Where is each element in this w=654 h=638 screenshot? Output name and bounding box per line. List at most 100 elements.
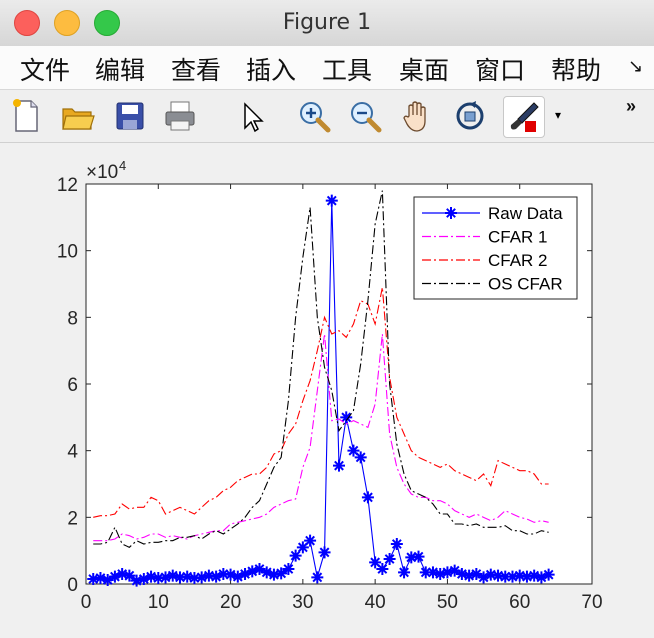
print-button[interactable] — [160, 96, 200, 136]
raw-data-point — [202, 569, 215, 582]
raw-data-point — [275, 567, 288, 580]
maximize-window-button[interactable] — [94, 10, 120, 36]
y-exponent-power: 4 — [119, 158, 126, 173]
raw-data-point — [239, 568, 252, 580]
y-tick-label: 2 — [67, 508, 78, 529]
print-icon — [165, 101, 195, 131]
raw-data-point — [448, 564, 461, 577]
x-tick-label: 0 — [81, 592, 92, 613]
raw-data-point — [210, 570, 223, 583]
raw-data-point — [159, 571, 172, 584]
menu-edit[interactable]: 编辑 — [95, 56, 146, 85]
close-window-button[interactable] — [14, 10, 40, 36]
y-tick-label: 6 — [67, 375, 78, 396]
raw-data-point — [542, 568, 555, 581]
menu-tools[interactable]: 工具 — [322, 56, 373, 85]
x-tick-label: 20 — [220, 592, 241, 613]
pan-hand-icon — [403, 101, 426, 132]
menu-file[interactable]: 文件 — [20, 56, 71, 85]
raw-data-point — [267, 568, 280, 581]
minimize-window-button[interactable] — [54, 10, 80, 36]
figure-canvas: 0 10 20 30 40 50 60 70 0 2 4 6 8 10 12 ×10 4 Raw Data CFAR… — [0, 143, 654, 638]
x-tick-label: 70 — [581, 592, 602, 613]
arrow-down-right-icon[interactable]: ↘ — [628, 56, 644, 76]
raw-data-point — [513, 569, 526, 582]
raw-data-point — [499, 570, 512, 583]
raw-data-point — [426, 566, 439, 579]
raw-data-point — [94, 572, 107, 584]
legend-label: Raw Data — [488, 204, 563, 223]
raw-data-point — [217, 568, 230, 580]
pan-button[interactable] — [397, 96, 437, 136]
open-file-icon — [62, 108, 95, 130]
menu-bar: 文件 编辑 查看 插入 工具 桌面 窗口 帮助 ↘ — [0, 46, 654, 90]
y-exponent-base: ×10 — [86, 162, 118, 183]
y-tick-label: 12 — [57, 175, 78, 196]
pointer-button[interactable] — [232, 96, 272, 136]
raw-data-point — [463, 569, 476, 582]
raw-data-point — [253, 563, 266, 575]
raw-data-point — [354, 451, 367, 464]
raw-data-point — [441, 566, 454, 579]
raw-data-point — [383, 553, 396, 565]
raw-data-point — [108, 570, 121, 583]
menu-window[interactable]: 窗口 — [475, 56, 526, 85]
cfar-2-line — [93, 287, 549, 518]
menu-view[interactable]: 查看 — [171, 56, 222, 85]
raw-data-point — [520, 570, 533, 583]
y-tick-label: 0 — [67, 575, 78, 596]
chevron-down-icon[interactable]: ▾ — [555, 108, 562, 122]
raw-data-point — [116, 568, 129, 580]
raw-data-point — [87, 573, 100, 585]
x-tick-label: 40 — [365, 592, 386, 613]
zoom-in-button[interactable] — [294, 96, 334, 136]
title-bar[interactable]: Figure 1 — [0, 0, 654, 47]
brush-button[interactable] — [503, 96, 545, 138]
x-tick-label: 30 — [292, 592, 313, 613]
open-file-button[interactable] — [58, 96, 98, 136]
legend-label: OS CFAR — [488, 275, 563, 294]
raw-data-point — [347, 444, 360, 457]
raw-data-point — [535, 571, 548, 584]
y-tick-label: 10 — [57, 242, 78, 263]
raw-data-point — [173, 571, 186, 584]
zoom-in-icon — [300, 102, 331, 133]
raw-data-point — [152, 572, 165, 584]
x-tick-label: 10 — [148, 592, 169, 613]
new-figure-button[interactable] — [6, 96, 46, 136]
raw-data-point — [137, 573, 150, 585]
y-tick-label: 8 — [67, 308, 78, 329]
raw-data-point — [369, 556, 382, 569]
raw-data-point — [145, 570, 158, 583]
x-tick-label: 50 — [437, 592, 458, 613]
legend-label: CFAR 2 — [488, 251, 548, 270]
raw-data-point — [340, 411, 353, 424]
zoom-out-button[interactable] — [345, 96, 385, 136]
raw-data-point — [311, 571, 324, 584]
raw-data-point — [166, 569, 179, 582]
menu-help[interactable]: 帮助 — [551, 56, 602, 85]
raw-data-point — [224, 568, 237, 581]
save-button[interactable] — [110, 96, 150, 136]
zoom-out-icon — [351, 102, 382, 133]
toolbar-overflow-icon[interactable]: » — [626, 96, 637, 116]
raw-data-point — [333, 459, 345, 472]
pointer-icon — [244, 102, 264, 133]
raw-data-point — [123, 569, 136, 582]
raw-data-point — [405, 551, 418, 564]
menu-desktop[interactable]: 桌面 — [399, 56, 450, 85]
raw-data-point — [484, 568, 497, 581]
new-figure-icon — [13, 99, 38, 132]
window-title: Figure 1 — [282, 10, 372, 35]
raw-data-point — [376, 563, 389, 575]
raw-data-point — [361, 491, 374, 504]
menu-insert[interactable]: 插入 — [246, 56, 297, 85]
raw-data-point — [130, 574, 143, 587]
raw-data-point — [231, 570, 244, 583]
rotate-3d-button[interactable] — [450, 96, 490, 136]
raw-data-point — [325, 194, 338, 207]
raw-data-point — [181, 570, 194, 583]
raw-data-point — [390, 538, 403, 550]
